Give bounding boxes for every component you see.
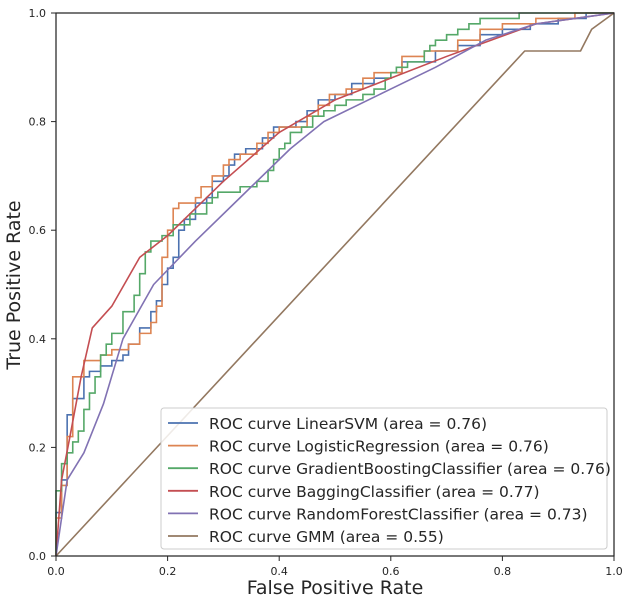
legend-label: ROC curve RandomForestClassifier (area =… [209, 505, 588, 523]
y-tick-label: 0.6 [29, 224, 47, 237]
legend-label: ROC curve BaggingClassifier (area = 0.77… [209, 483, 540, 501]
legend: ROC curve LinearSVM (area = 0.76) ROC cur… [160, 407, 611, 550]
y-tick-label: 0.4 [29, 333, 47, 346]
roc-series-line-3 [55, 12, 615, 557]
y-tick-label: 0.0 [29, 550, 47, 563]
legend-label: ROC curve LinearSVM (area = 0.76) [209, 415, 487, 433]
legend-label: ROC curve GradientBoostingClassifier (ar… [209, 460, 611, 478]
roc-series-line-2 [55, 12, 614, 556]
legend-label: ROC curve LogisticRegression (area = 0.7… [209, 438, 549, 456]
roc-series-line-5 [55, 12, 615, 557]
x-tick-label: 0.6 [382, 565, 400, 578]
y-axis-label: True Positive Rate [3, 200, 25, 370]
roc-series-line-4 [55, 12, 615, 557]
x-tick-label: 0.4 [270, 565, 288, 578]
y-tick-label: 0.8 [29, 116, 47, 129]
plot-area [55, 12, 615, 557]
x-axis-label: False Positive Rate [247, 577, 424, 599]
y-axis-ticks: 0.0 0.2 0.4 0.6 0.8 1.0 [29, 7, 56, 563]
legend-label: ROC curve GMM (area = 0.55) [209, 528, 444, 546]
plot-frame [55, 12, 615, 557]
y-tick-label: 1.0 [29, 7, 47, 20]
x-tick-label: 0.0 [47, 565, 65, 578]
roc-series-line-1 [55, 12, 614, 556]
legend-box [160, 407, 608, 550]
x-tick-label: 0.8 [494, 565, 512, 578]
y-tick-label: 0.2 [29, 441, 47, 454]
x-axis-ticks: 0.0 0.2 0.4 0.6 0.8 1.0 [47, 556, 623, 578]
x-tick-label: 0.2 [159, 565, 177, 578]
x-tick-label: 1.0 [605, 565, 623, 578]
